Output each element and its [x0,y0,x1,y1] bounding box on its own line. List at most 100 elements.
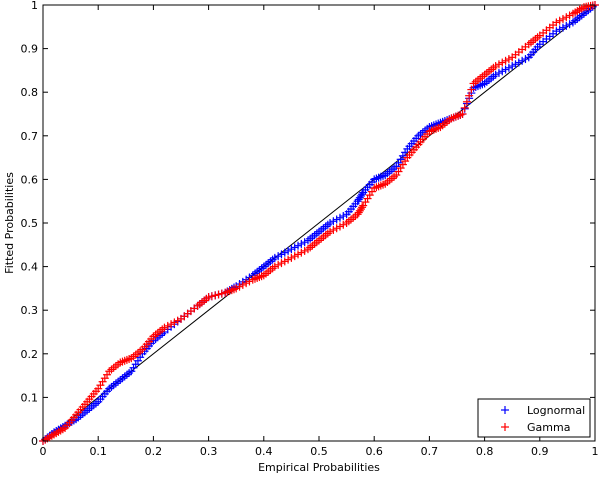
y-tick-label: 0.8 [21,86,39,99]
ticks-group: 0 0.1 0.2 0.3 0.4 0.5 0.6 0.7 0.8 0.9 1 0 0.1 0.2 0.3 0… [21,0,599,458]
point-lognormal [562,21,571,30]
point-gamma [504,55,513,64]
point-lognormal [494,69,503,78]
point-lognormal [326,219,335,227]
point-gamma [232,284,241,293]
point-gamma [207,292,216,301]
point-lognormal [297,239,306,248]
legend: Lognormal Gamma [477,398,591,438]
point-gamma [300,246,309,255]
x-tick-label: 0.4 [255,445,273,458]
point-lognormal [501,65,510,74]
y-tick-label: 0.3 [21,304,39,317]
point-gamma [565,11,574,20]
y-tick-label: 0.2 [21,348,39,361]
point-lognormal [287,245,296,254]
point-gamma [558,14,567,23]
point-gamma [294,250,303,259]
legend-label-lognormal: Lognormal [527,404,585,417]
points-group [39,1,599,445]
point-lognormal [270,253,279,262]
point-gamma [245,277,254,286]
x-tick-label: 1 [592,445,599,458]
point-gamma [326,227,335,236]
point-gamma [160,323,169,332]
point-gamma [204,293,213,302]
point-lognormal [335,213,344,222]
point-lognormal [498,67,507,76]
point-lognormal [514,58,523,67]
point-gamma [173,316,182,325]
legend-box [477,398,591,438]
legend-label-gamma: Gamma [527,421,570,434]
point-gamma [170,318,179,327]
point-gamma [555,16,564,25]
point-gamma [214,290,223,299]
point-gamma [498,58,507,67]
point-gamma [562,13,571,22]
point-lognormal [339,212,348,221]
x-tick-label: 0.8 [476,445,494,458]
point-gamma [277,259,286,268]
point-lognormal [294,241,303,250]
x-tick-label: 0.6 [365,445,383,458]
x-axis-label: Empirical Probabilities [258,461,380,474]
point-gamma [242,279,251,288]
point-gamma [163,321,172,330]
point-lognormal [358,190,367,199]
point-gamma [274,260,283,269]
point-gamma [297,248,306,257]
point-lognormal [555,25,564,34]
x-tick-label: 0.5 [310,445,328,458]
point-lognormal [491,70,500,79]
y-tick-label: 1 [31,0,38,12]
point-gamma [460,103,469,112]
point-gamma [552,18,561,27]
point-lognormal [290,243,299,252]
point-gamma [501,56,510,65]
y-axis-label: Fitted Probabilities [3,172,16,274]
point-lognormal [558,23,567,32]
point-lognormal [552,27,561,36]
point-lognormal [565,20,574,29]
y-tick-label: 0.7 [21,130,39,143]
point-gamma [491,62,500,71]
point-lognormal [300,238,309,247]
x-tick-label: 0.1 [89,445,107,458]
point-gamma [467,85,476,94]
y-tick-label: 0.9 [21,43,39,56]
point-gamma [280,257,289,266]
point-lognormal [521,55,530,64]
point-gamma [462,97,471,106]
point-gamma [358,203,367,212]
point-gamma [329,225,338,234]
point-gamma [465,91,474,100]
x-tick-label: 0.9 [531,445,549,458]
point-lognormal [284,246,293,255]
y-tick-label: 0.5 [21,217,39,230]
x-tick-label: 0.7 [421,445,439,458]
point-gamma [167,320,176,329]
y-tick-label: 0.6 [21,173,39,186]
point-lognormal [518,56,527,65]
point-gamma [287,253,296,262]
legend-marker-lognormal [501,406,509,414]
point-gamma [211,291,220,300]
point-gamma [270,262,279,271]
point-lognormal [332,215,341,224]
point-lognormal [329,217,338,226]
point-lognormal [277,250,286,259]
point-lognormal [508,62,517,71]
legend-marker-gamma [501,423,509,431]
point-gamma [458,110,467,118]
point-lognormal [280,248,289,257]
point-gamma [238,280,247,289]
point-lognormal [274,252,283,261]
y-tick-label: 0.1 [21,391,39,404]
point-gamma [494,60,503,69]
point-lognormal [504,63,513,72]
point-gamma [217,289,226,298]
x-tick-label: 0 [40,445,47,458]
point-lognormal [511,60,520,69]
